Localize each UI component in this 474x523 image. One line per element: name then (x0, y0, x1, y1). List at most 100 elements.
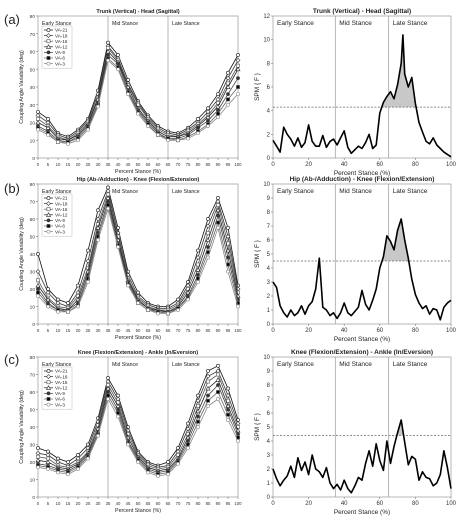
y-tick-label: 80 (30, 355, 36, 361)
spm-curve (272, 419, 452, 494)
y-axis-label: Coupling Angle Variability (deg) (19, 390, 25, 464)
legend-marker (46, 50, 51, 55)
data-point (196, 280, 200, 284)
y-tick-label: 70 (30, 200, 36, 206)
x-tick-label: 30 (96, 162, 101, 167)
data-point (166, 472, 170, 477)
data-point (46, 467, 50, 471)
x-tick-label: 85 (206, 501, 211, 506)
phase-label: Late Stance (172, 189, 200, 195)
x-tick-label: 95 (226, 501, 231, 506)
data-point (76, 467, 80, 471)
legend-label: VA-12 (55, 45, 68, 50)
x-tick-label: 55 (146, 162, 151, 167)
x-tick-label: 75 (186, 328, 191, 333)
legend-marker (46, 39, 51, 44)
data-point (216, 383, 220, 387)
data-point (116, 67, 120, 72)
phase-label: Mid Stance (339, 188, 372, 195)
x-tick-label: 90 (216, 162, 221, 167)
data-point (36, 465, 40, 470)
data-point (126, 442, 130, 447)
data-point (206, 118, 210, 123)
data-point (126, 283, 130, 288)
data-point (36, 252, 40, 256)
data-point (205, 237, 211, 242)
y-tick-label: 60 (30, 217, 36, 223)
x-tick-label: 75 (186, 501, 191, 506)
y-tick-label: 40 (30, 252, 36, 258)
x-tick-label: 35 (106, 501, 111, 506)
data-point (146, 308, 150, 312)
data-point (206, 379, 210, 384)
x-tick-label: 70 (176, 162, 181, 167)
data-point (126, 92, 130, 97)
legend-label: VA-9 (55, 218, 65, 223)
data-point (236, 439, 240, 443)
x-tick-label: 15 (66, 162, 71, 167)
data-point (225, 84, 231, 89)
data-point (206, 124, 210, 128)
data-point (116, 53, 120, 57)
y-tick-label: 2 (267, 467, 271, 473)
y-tick-label: 5 (267, 252, 271, 258)
data-point (116, 245, 120, 249)
legend-marker (46, 218, 51, 223)
data-point (216, 115, 220, 120)
y-tick-label: 4 (267, 439, 271, 445)
y-tick-label: 10 (30, 478, 36, 484)
data-point (36, 290, 40, 295)
x-tick-label: 15 (66, 501, 71, 506)
legend-marker (46, 397, 51, 401)
legend-marker (46, 391, 51, 396)
x-tick-label: 20 (305, 501, 312, 507)
x-tick-label: 45 (126, 328, 131, 333)
x-tick-label: 0 (37, 328, 40, 333)
data-point (216, 92, 220, 97)
data-point (45, 125, 51, 130)
data-point (96, 208, 100, 213)
x-tick-label: 60 (156, 162, 161, 167)
x-tick-label: 65 (166, 162, 171, 167)
y-tick-label: 70 (30, 32, 36, 38)
x-tick-label: 85 (206, 328, 211, 333)
x-tick-label: 20 (76, 328, 81, 333)
data-point (46, 117, 50, 121)
data-point (205, 223, 211, 229)
spm-curve (272, 218, 452, 321)
x-tick-label: 80 (412, 328, 419, 334)
panel-letter-b: (b) (4, 181, 20, 196)
legend-marker (46, 374, 51, 380)
data-point (95, 216, 101, 222)
x-tick-label: 0 (271, 162, 275, 168)
data-point (106, 390, 110, 394)
phase-label: Late Stance (172, 362, 200, 368)
data-point (206, 393, 210, 398)
data-point (86, 248, 90, 253)
x-tick-label: 35 (106, 328, 111, 333)
phase-label: Late Stance (393, 188, 428, 195)
y-tick-label: 9 (267, 369, 271, 375)
phase-label: Late Stance (393, 20, 428, 27)
phase-label: Mid Stance (339, 361, 372, 368)
data-point (225, 75, 231, 81)
data-point (216, 111, 220, 116)
x-tick-label: 100 (446, 328, 457, 334)
y-axis-label: SPM { F } (254, 239, 261, 268)
phase-label: Early Stance (277, 361, 314, 368)
x-tick-label: 100 (234, 501, 242, 506)
x-axis-label: Percent Stance (%) (115, 169, 161, 175)
y-tick-label: 8 (267, 61, 271, 67)
data-point (225, 393, 231, 398)
legend-label: VA-9 (55, 50, 65, 55)
data-point (186, 446, 190, 450)
phase-label: Mid Stance (339, 20, 372, 27)
chart-4: Early Stance Mid Stance Late Stance Hip (Ab… (254, 176, 457, 343)
chart-title: Hip (Ab-/Adduction) - Knee (Flexion/Exte… (290, 176, 435, 183)
x-tick-label: 25 (86, 162, 91, 167)
legend-marker (46, 402, 51, 407)
x-tick-label: 20 (76, 501, 81, 506)
x-tick-label: 65 (166, 501, 171, 506)
y-tick-label: 30 (30, 103, 36, 109)
y-tick-label: 20 (30, 460, 36, 466)
